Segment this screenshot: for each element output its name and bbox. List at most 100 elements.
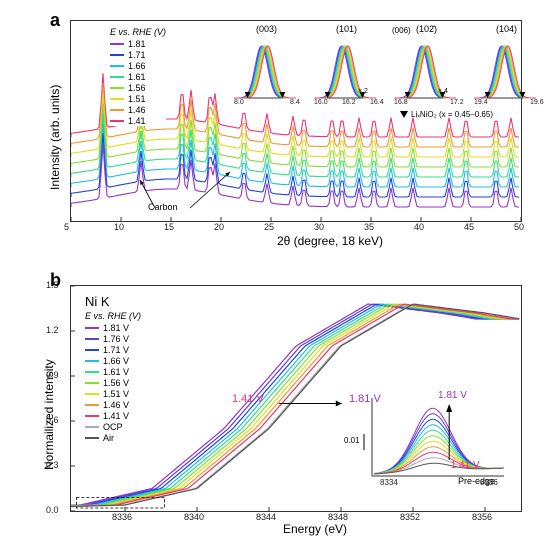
panel-b-xtick: 8356 — [472, 512, 492, 522]
inset-note: × 4 — [438, 88, 448, 95]
legend-row: 1.46 V — [85, 399, 141, 410]
panel-b-xtick: 8344 — [256, 512, 276, 522]
legend-row: 1.61 V — [85, 366, 141, 377]
legend-row: Air — [85, 432, 141, 443]
legend-swatch — [110, 87, 124, 89]
carbon-label: Carbon — [148, 202, 178, 212]
inset-xtick: 17.2 — [450, 99, 464, 106]
legend-row: 1.46 — [110, 104, 166, 115]
panel-b-xtick: 8348 — [328, 512, 348, 522]
legend-row: 1.61 — [110, 71, 166, 82]
panel-b-ytick: 1.5 — [46, 280, 59, 290]
panel-b-ytick: 0.6 — [46, 415, 59, 425]
inset-xtick: 16.0 — [314, 99, 328, 106]
panel-a-xtick: 10 — [114, 222, 124, 232]
legend-swatch — [85, 415, 99, 417]
panel-a-inset: (104)19.419.6 — [470, 26, 540, 114]
panel-b-ytick: 0.0 — [46, 505, 59, 515]
panel-b-ytick: 0.3 — [46, 460, 59, 470]
panel-a-xtick: 45 — [464, 222, 474, 232]
legend-row: 1.76 V — [85, 333, 141, 344]
inset-title: (102̄) — [416, 24, 437, 34]
inset-svg — [230, 36, 300, 106]
legend-swatch — [85, 393, 99, 395]
panel-a-legend: E vs. RHE (V) 1.811.711.661.611.561.511.… — [110, 26, 166, 126]
panel-b-ytick: 0.9 — [46, 370, 59, 380]
panel-a-legend-title: E vs. RHE (V) — [110, 26, 166, 38]
panel-b-inset-svg — [350, 390, 510, 490]
inset-title: (101) — [336, 24, 357, 34]
inset-xtick: 8336 — [480, 478, 498, 487]
legend-row: 1.41 — [110, 115, 166, 126]
panel-a-inset: (003)8.08.4 — [230, 26, 300, 114]
panel-a-triangle-note-text: LiₓNiO₂ (x = 0.45–0.65) — [411, 110, 493, 119]
inset-svg — [390, 36, 460, 106]
legend-swatch — [85, 426, 99, 428]
panel-a-xlabel: 2θ (degree, 18 keV) — [230, 234, 430, 248]
inset-title-left: (006) — [392, 26, 411, 35]
legend-row: 1.56 V — [85, 377, 141, 388]
legend-swatch — [110, 65, 124, 67]
panel-a-xtick: 35 — [364, 222, 374, 232]
inset-title: (104) — [496, 24, 517, 34]
panel-a-xtick: 50 — [514, 222, 524, 232]
legend-row: 1.71 V — [85, 344, 141, 355]
inset-xtick: 16.2 — [342, 99, 356, 106]
legend-swatch — [85, 404, 99, 406]
legend-swatch — [85, 371, 99, 373]
panel-a-inset: (101)16.016.216.4× 2 — [310, 26, 380, 114]
legend-swatch — [110, 76, 124, 78]
legend-row: 1.81 — [110, 38, 166, 49]
legend-swatch — [110, 120, 124, 122]
panel-a-label: a — [50, 10, 60, 31]
panel-a-inset: (006)(102̄)16.817.2× 4 — [390, 26, 460, 114]
inset-xtick: 19.6 — [530, 99, 544, 106]
annot-1p41v-main: 1.41 V — [232, 393, 264, 405]
panel-a-xtick: 5 — [64, 222, 69, 232]
legend-item-label: 1.41 — [128, 115, 146, 127]
panel-b-title: Ni K — [85, 294, 110, 309]
panel-b-ytick: 1.2 — [46, 325, 59, 335]
inset-xtick: 8334 — [380, 478, 398, 487]
legend-swatch — [110, 109, 124, 111]
panel-a-xtick: 40 — [414, 222, 424, 232]
inset-note: × 2 — [358, 88, 368, 95]
panel-a-xtick: 20 — [214, 222, 224, 232]
legend-row: OCP — [85, 421, 141, 432]
legend-swatch — [85, 338, 99, 340]
legend-swatch — [110, 43, 124, 45]
legend-row: 1.56 — [110, 82, 166, 93]
legend-swatch — [85, 382, 99, 384]
inset-svg — [470, 36, 540, 106]
legend-swatch — [85, 360, 99, 362]
legend-row: 1.51 V — [85, 388, 141, 399]
inset-annot-1p41v: 1.41 V — [451, 460, 480, 471]
legend-item-label: Air — [103, 432, 114, 444]
panel-a-xtick: 15 — [164, 222, 174, 232]
panel-a-xtick: 25 — [264, 222, 274, 232]
inset-title: (003) — [256, 24, 277, 34]
panel-a-triangle-note: LiₓNiO₂ (x = 0.45–0.65) — [400, 110, 493, 119]
legend-swatch — [85, 437, 99, 439]
legend-row: 1.66 V — [85, 355, 141, 366]
panel-b-legend: E vs. RHE (V) 1.81 V1.76 V1.71 V1.66 V1.… — [85, 310, 141, 443]
inset-xtick: 16.4 — [370, 99, 384, 106]
panel-b-xtick: 8352 — [400, 512, 420, 522]
inset-xtick: 19.4 — [474, 99, 488, 106]
panel-b-xtick: 8336 — [112, 512, 132, 522]
inset-xtick: 16.8 — [394, 99, 408, 106]
panel-b-xtick: 8340 — [184, 512, 204, 522]
inset-annot-1p81v: 1.81 V — [438, 390, 467, 401]
inset-xtick: 8.4 — [290, 99, 300, 106]
legend-swatch — [110, 54, 124, 56]
panel-a-ylabel: Intensity (arb. units) — [48, 85, 62, 190]
legend-row: 1.81 V — [85, 322, 141, 333]
panel-b-xlabel: Energy (eV) — [245, 522, 385, 536]
legend-row: 1.71 — [110, 49, 166, 60]
inset-scalebar-label: 0.01 — [344, 436, 360, 445]
legend-swatch — [110, 98, 124, 100]
panel-b-inset-box: 1.81 V1.41 V0.01Pre-edge83348336 — [350, 390, 510, 490]
panel-a-xtick: 30 — [314, 222, 324, 232]
legend-swatch — [85, 349, 99, 351]
legend-swatch — [85, 327, 99, 329]
